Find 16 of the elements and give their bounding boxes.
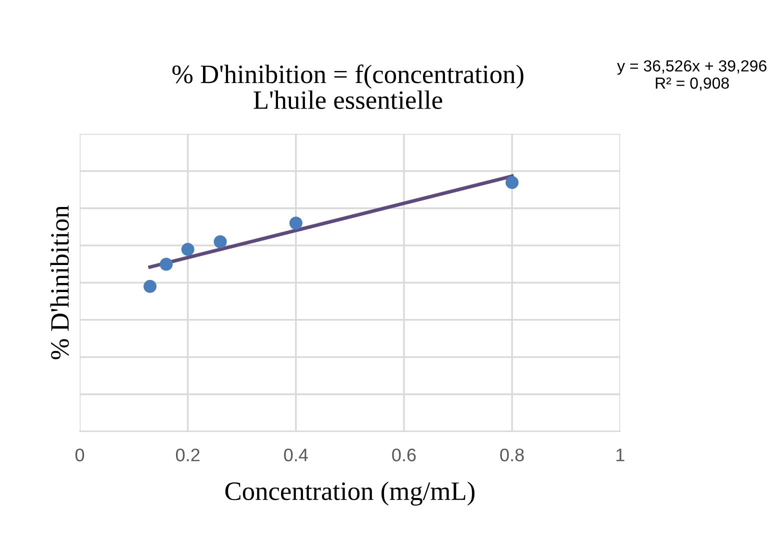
point	[181, 242, 194, 256]
x-tick-label: 0	[75, 448, 84, 462]
text: y = 36,526x + 39,296 R² = 0,908	[617, 60, 766, 91]
point	[214, 235, 227, 248]
point	[289, 216, 302, 230]
x-tick-label: 0.4	[284, 448, 308, 462]
y-axis-title: % D'hinibition	[50, 206, 69, 360]
x-axis-title: Concentration (mg/mL)	[225, 482, 474, 506]
x-tick-label: 0.6	[392, 448, 416, 462]
point	[506, 176, 519, 190]
x-tick-label: 0.2	[176, 448, 200, 462]
point	[160, 258, 173, 271]
x-tick-label: 1	[616, 448, 624, 462]
chart-title: % D'hinibition = f(concentration) L'huile essentielle	[172, 64, 524, 110]
point	[144, 280, 157, 293]
x-tick-label: 0.8	[500, 448, 524, 462]
